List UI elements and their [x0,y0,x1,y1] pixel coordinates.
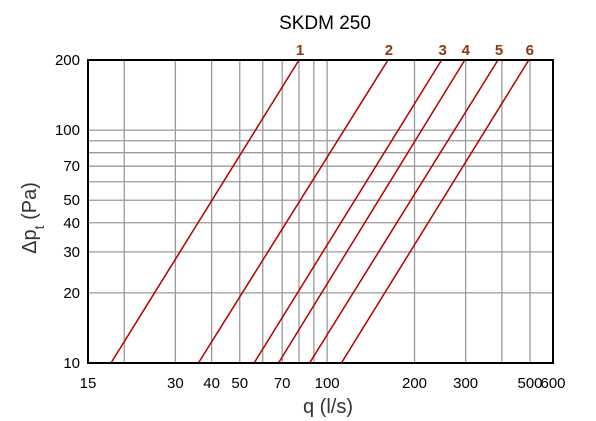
series-line-3 [253,59,443,364]
y-tick-label: 40 [63,215,80,232]
y-axis-label: Δpt (Pa) [19,182,47,254]
grid-lines [88,60,553,363]
series-line-4 [277,59,466,364]
series-label-2: 2 [385,42,393,59]
x-tick-label: 40 [203,375,220,392]
x-axis-label: q (l/s) [303,396,353,418]
y-tick-label: 200 [55,52,80,69]
x-tick-label: 100 [315,375,340,392]
y-tick-label: 50 [63,192,80,209]
x-tick-label: 70 [274,375,291,392]
y-tick-label: 10 [63,355,80,372]
x-tick-label: 50 [231,375,248,392]
series-label-1: 1 [296,42,304,59]
y-axis-label-sub: t [31,225,47,229]
series-line-2 [197,59,389,364]
x-tick-label: 500 [518,375,543,392]
y-tick-label: 100 [55,122,80,139]
x-tick-label: 200 [402,375,427,392]
x-tick-label: 300 [453,375,478,392]
series-line-6 [340,59,530,364]
plot-frame [87,59,554,364]
series-line-1 [110,59,300,364]
y-tick-labels: 10 20 30 40 50 70 100 200 [55,52,80,372]
y-tick-label: 20 [63,285,80,302]
y-tick-label: 70 [63,158,80,175]
y-axis-label-main: Δp [19,229,41,253]
x-tick-label: 15 [80,375,97,392]
x-tick-label: 600 [540,375,565,392]
chart-title: SKDM 250 [279,13,371,34]
series-lines [110,59,530,364]
series-label-6: 6 [526,42,534,59]
series-label-4: 4 [462,42,471,59]
y-axis-label-tail: (Pa) [19,182,41,225]
series-label-3: 3 [438,42,446,59]
y-tick-label: 30 [63,244,80,261]
x-tick-label: 30 [167,375,184,392]
series-label-5: 5 [495,42,503,59]
series-line-5 [308,59,499,364]
